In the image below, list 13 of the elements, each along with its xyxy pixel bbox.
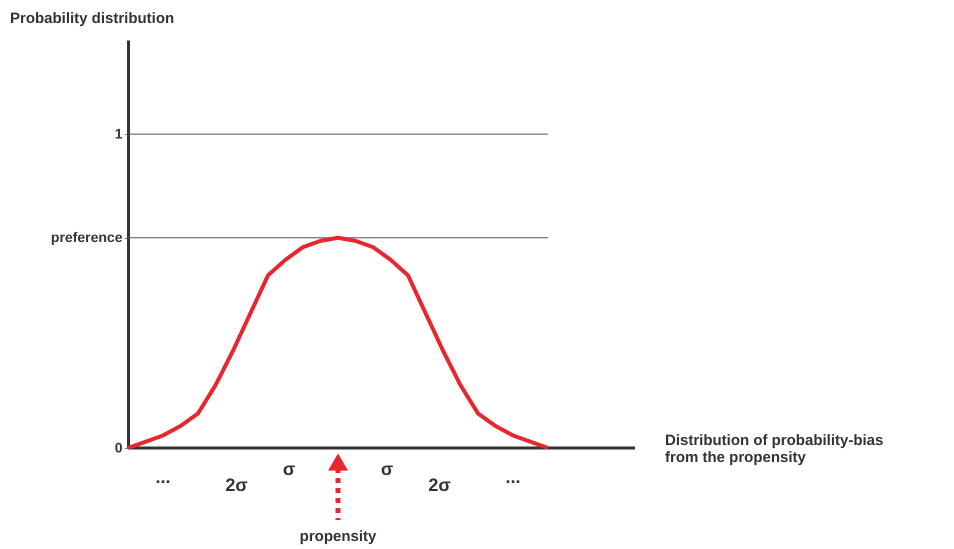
text: ...: [155, 467, 171, 487]
text: 2σ: [428, 475, 451, 495]
text: 2σ: [225, 475, 248, 495]
text: σ: [282, 459, 296, 479]
line-series: [126, 236, 550, 450]
y-axis-title: Probability distribution: [10, 10, 174, 27]
y-tick-label: 1: [114, 126, 123, 142]
text: Distribution of probability-bias from the propensity: [665, 432, 884, 466]
text: ...: [505, 467, 521, 487]
y-tick-label: preference: [50, 229, 123, 246]
y-tick-label: 0: [114, 440, 123, 456]
text: propensity: [300, 528, 377, 545]
text: σ: [380, 459, 394, 479]
